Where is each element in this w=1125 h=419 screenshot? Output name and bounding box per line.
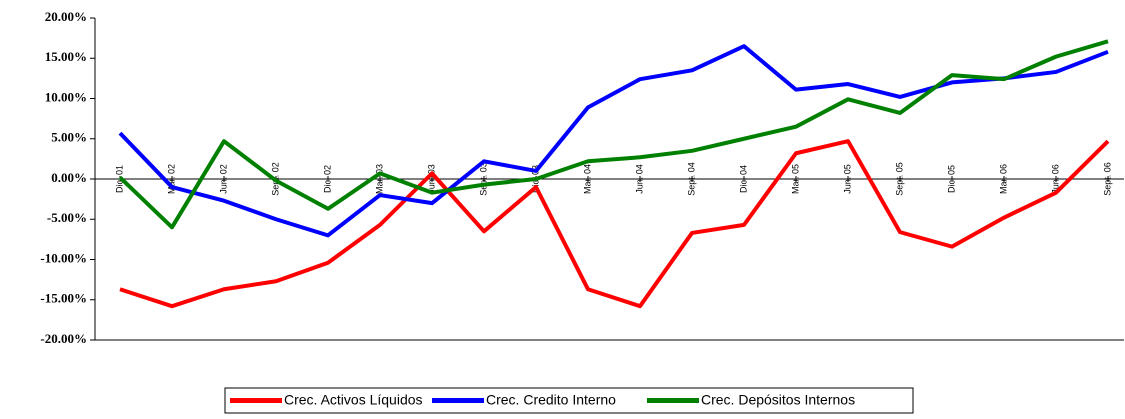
legend-box [224,387,914,414]
y-tick-label: -20.00% [40,331,87,346]
y-tick-label: -15.00% [40,291,87,306]
y-tick-label: -5.00% [47,210,87,225]
y-tick-label: 10.00% [45,89,87,104]
x-tick-label: Sept. 04 [686,162,696,196]
x-tick-label: Mar. 04 [582,164,592,194]
x-tick-label: Sept. 06 [1102,162,1112,196]
series-line [118,44,1109,238]
y-tick-label: 5.00% [51,130,87,145]
x-tick-label: Jun. 04 [634,164,644,194]
x-tick-label: Dic. 05 [946,165,956,193]
y-tick-label: 15.00% [45,49,87,64]
x-tick-label: Jun. 06 [1050,164,1060,194]
x-tick-label: Jun. 03 [426,164,436,194]
legend: Crec. Activos Líquidos Crec. Credito Inte… [224,387,914,414]
series-line [119,139,1110,309]
x-tick-label: Dic. 04 [738,165,748,193]
x-tick-label: Mar. 02 [166,164,176,194]
x-tick-label: Sept. 03 [478,162,488,196]
x-tick-label: Dic. 02 [322,165,332,193]
x-tick-label: Sept. 05 [894,162,904,196]
x-tick-label: Mar. 03 [374,164,384,194]
x-tick-label: Jun. 05 [842,164,852,194]
y-tick-label: -10.00% [40,250,87,265]
x-tick-label: Mar. 05 [790,164,800,194]
legend-label: Crec. Activos Líquidos [284,392,423,408]
series-line [118,39,1109,230]
x-tick-label: Jun. 02 [218,164,228,194]
x-tick-label: Mar. 06 [998,164,1008,194]
legend-label: Crec. Depósitos Internos [701,392,855,408]
legend-label: Crec. Credito Interno [486,392,616,408]
y-tick-label: 0.00% [51,170,87,185]
y-tick-label: 20.00% [45,9,87,24]
